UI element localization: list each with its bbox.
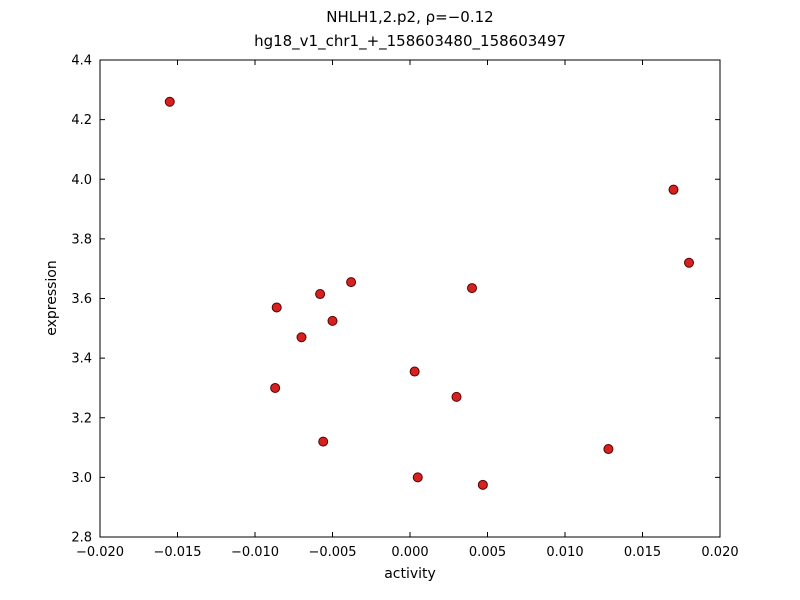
y-tick-label: 3.2 [71,411,92,426]
data-point [467,283,477,294]
plot-subtitle: hg18_v1_chr1_+_158603480_158603497 [254,32,566,51]
data-point [477,479,488,490]
data-point [318,436,329,447]
y-tick-label: 3.8 [71,232,92,247]
x-axis-label: activity [384,566,436,582]
y-tick-label: 3.0 [71,471,92,486]
data-point [346,277,357,288]
data-point [668,184,679,195]
y-tick-label: 3.4 [71,352,92,367]
tick-marks [99,59,721,538]
x-tick-label: 0.005 [469,545,506,560]
y-axis-label: expression [44,260,60,336]
data-point [270,382,281,393]
tick-labels: −0.020 −0.015 −0.010 −0.005 0.000 0.005 0.010 0… [71,54,738,561]
x-tick-label: −0.010 [231,545,279,560]
plot-border [99,59,721,538]
data-point [271,302,282,313]
data-point [451,391,462,402]
y-tick-label: 2.8 [71,531,92,546]
data-points [164,96,694,490]
y-tick-label: 3.6 [71,292,92,307]
data-point [164,96,175,107]
y-tick-label: 4.2 [71,113,92,128]
plot-title: NHLH1,2.p2, ρ=−0.12 [326,8,493,26]
x-tick-label: 0.020 [701,545,738,560]
data-point [296,332,307,343]
axes-frame [99,59,721,538]
y-tick-label: 4.4 [71,54,92,69]
data-point [412,472,423,483]
data-point [315,289,326,300]
y-tick-label: 4.0 [71,173,92,188]
data-point [684,257,694,268]
x-tick-label: −0.015 [153,545,201,560]
x-tick-label: 0.000 [391,545,428,560]
x-tick-label: −0.005 [308,545,356,560]
data-point [327,315,338,326]
x-tick-label: −0.020 [76,545,124,560]
x-tick-label: 0.015 [624,545,661,560]
data-point [409,366,420,377]
data-point [603,444,614,455]
x-tick-label: 0.010 [546,545,583,560]
